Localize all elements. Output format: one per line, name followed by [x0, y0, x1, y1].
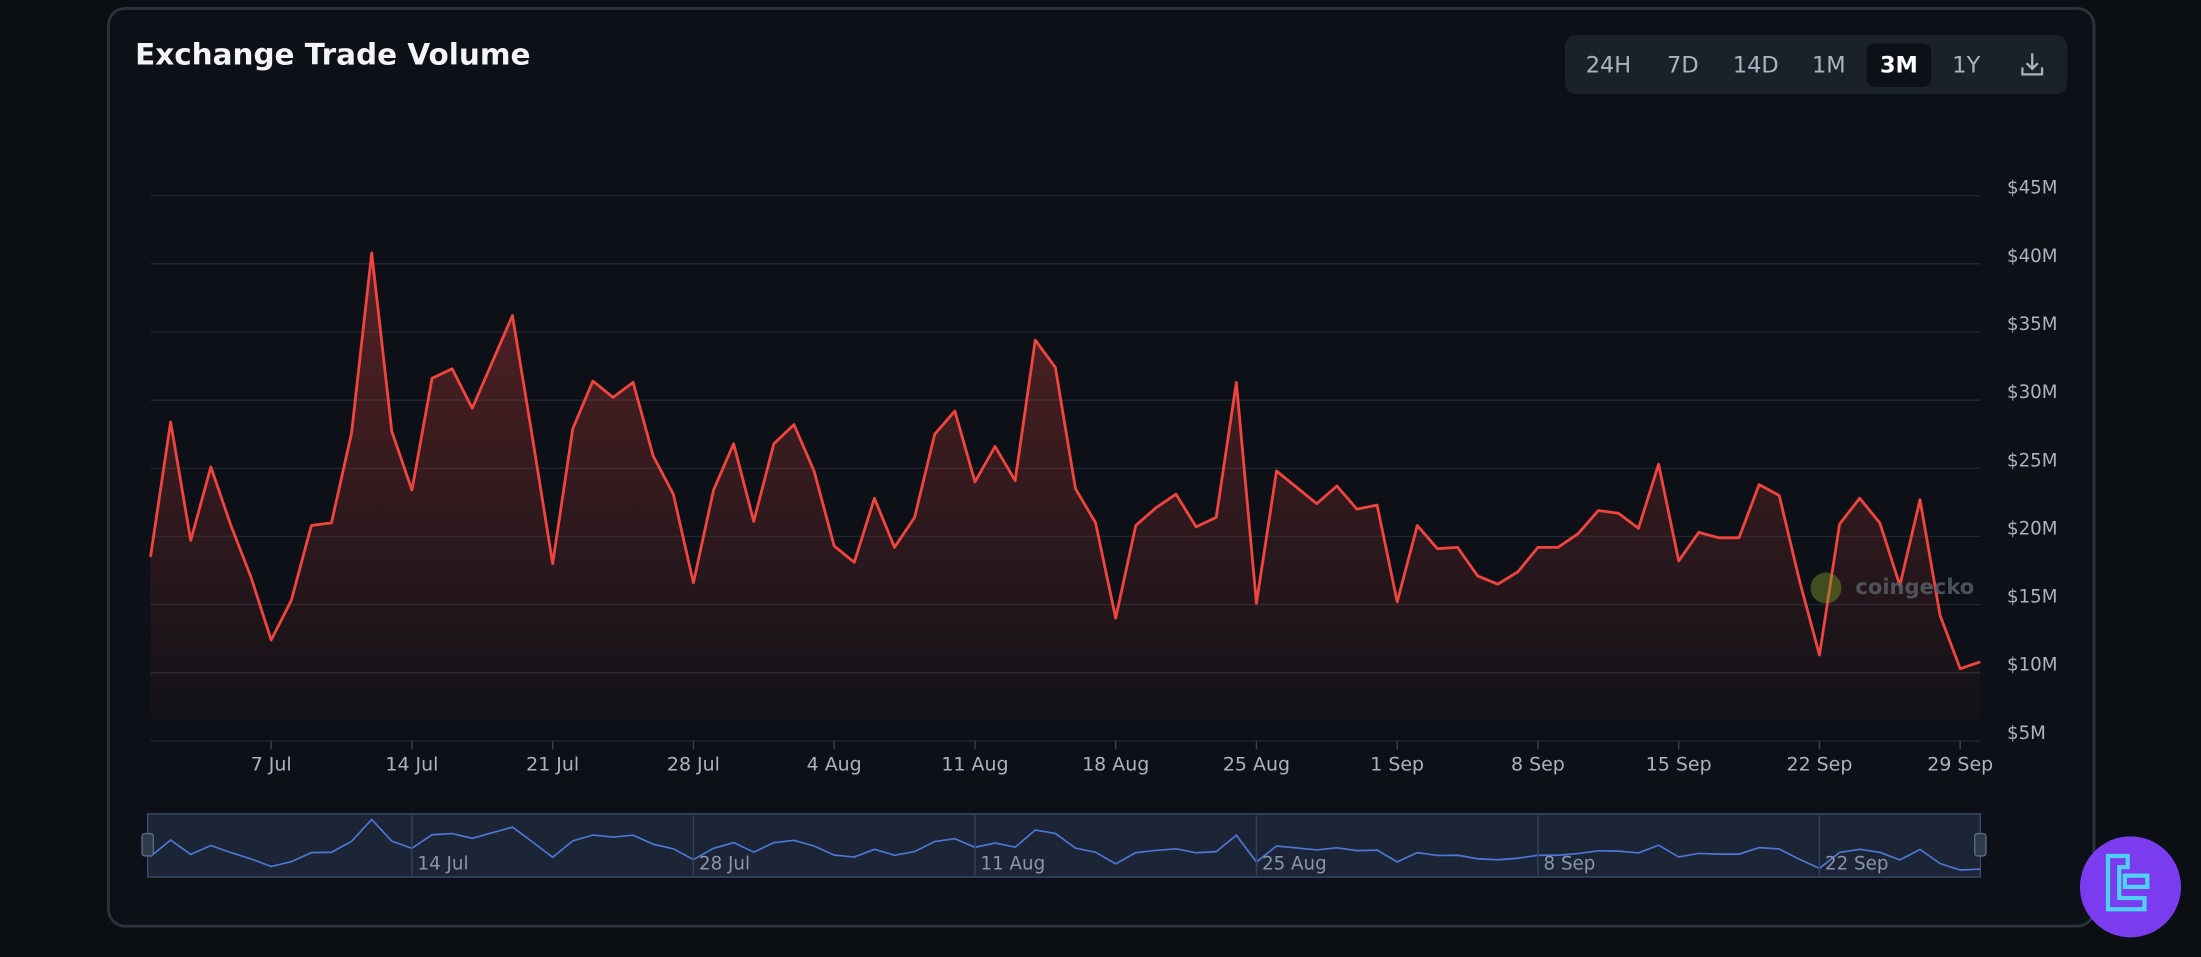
- range-button[interactable]: 3M: [1880, 52, 1918, 78]
- x-tick-label: 22 Sep: [1787, 753, 1853, 775]
- x-tick-label: 29 Sep: [1927, 753, 1993, 775]
- download-icon: [2021, 53, 2044, 76]
- navigator-handle[interactable]: [141, 832, 155, 857]
- y-tick-label: $35M: [2007, 314, 2058, 335]
- x-tick-label: 14 Jul: [385, 753, 438, 775]
- x-tick-label: 11 Aug: [941, 753, 1008, 775]
- y-tick-label: $25M: [2007, 450, 2058, 471]
- line: [149, 251, 1981, 671]
- navigator-label: 22 Sep: [1825, 853, 1888, 874]
- watermark: coingecko: [1855, 574, 1974, 599]
- x-tick-label: 1 Sep: [1370, 753, 1424, 775]
- x-tick-label: 28 Jul: [667, 753, 720, 775]
- download-button[interactable]: [2021, 53, 2044, 76]
- range-button[interactable]: 1Y: [1952, 52, 1980, 78]
- navigator-handle[interactable]: [1974, 832, 1987, 857]
- navigator-label: 25 Aug: [1262, 853, 1327, 874]
- y-tick-label: $40M: [2007, 246, 2058, 267]
- y-tick-label: $5M: [2007, 723, 2046, 744]
- range-selector: [1564, 35, 2068, 95]
- active-range-bg: [1866, 43, 1932, 87]
- x-tick-label: 7 Jul: [251, 753, 292, 775]
- x-tick-label: 21 Jul: [526, 753, 579, 775]
- navigator-label: 11 Aug: [981, 853, 1046, 874]
- range-button[interactable]: 14D: [1733, 52, 1779, 78]
- y-tick-label: $15M: [2007, 587, 2058, 608]
- y-tick-label: $45M: [2007, 178, 2058, 199]
- y-tick-label: $10M: [2007, 655, 2058, 676]
- x-tick-label: 15 Sep: [1646, 753, 1712, 775]
- x-tick-label: 25 Aug: [1223, 753, 1290, 775]
- navigator-line: [149, 818, 1981, 871]
- x-tick-label: 8 Sep: [1511, 753, 1565, 775]
- x-tick-label: 4 Aug: [807, 753, 862, 775]
- y-tick-label: $20M: [2007, 518, 2058, 539]
- navigator-label: 28 Jul: [699, 853, 750, 874]
- brand-mark: [2105, 853, 2150, 912]
- watermark-logo: [1810, 572, 1842, 604]
- range-button[interactable]: 1M: [1812, 52, 1846, 78]
- x-tick-label: 18 Aug: [1082, 753, 1149, 775]
- navigator-label: 14 Jul: [418, 853, 469, 874]
- card: [107, 7, 2096, 928]
- y-tick-label: $30M: [2007, 382, 2058, 403]
- range-button[interactable]: 7D: [1667, 52, 1699, 78]
- navigator-label: 8 Sep: [1544, 853, 1596, 874]
- chart-title: Exchange Trade Volume: [135, 38, 530, 72]
- area: [150, 252, 1981, 719]
- range-button[interactable]: 24H: [1586, 52, 1631, 78]
